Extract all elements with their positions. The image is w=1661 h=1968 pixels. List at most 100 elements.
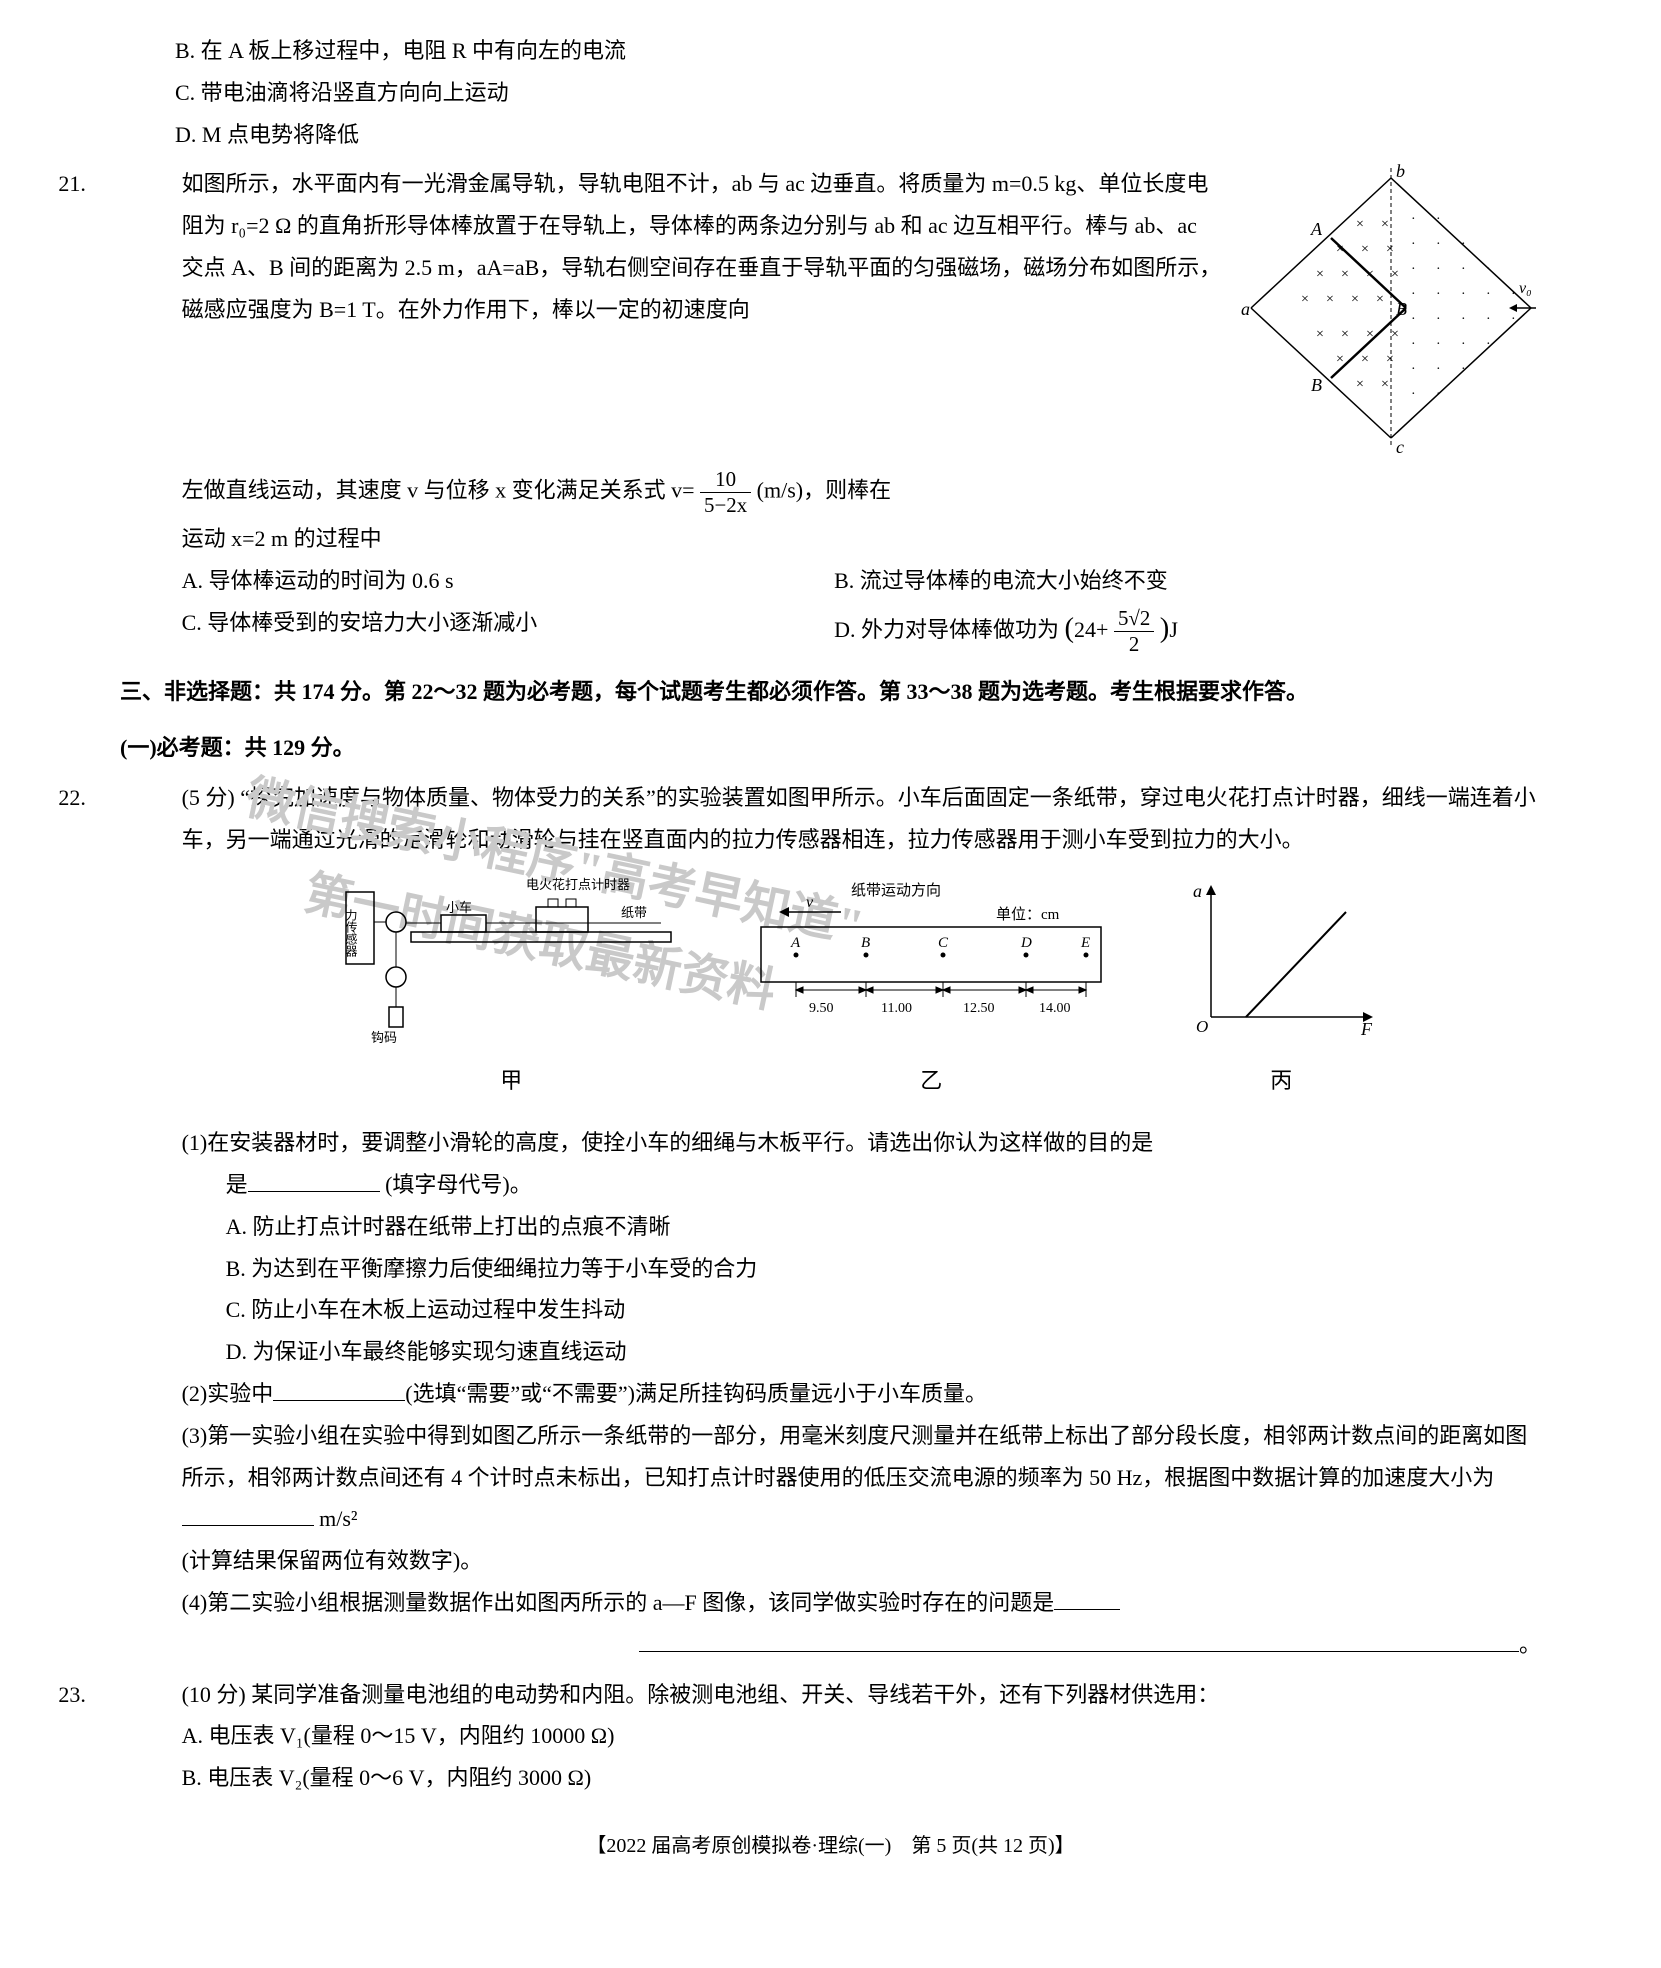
svg-text:·: ·	[1486, 262, 1491, 277]
svg-text:×: ×	[1326, 292, 1334, 307]
q20-option-d: D. M 点电势将降低	[120, 114, 1541, 156]
svg-text:×: ×	[1356, 377, 1364, 392]
svg-text:×: ×	[1336, 242, 1344, 257]
svg-text:×: ×	[1391, 327, 1399, 342]
q20-option-c: C. 带电油滴将沿竖直方向向上运动	[120, 72, 1541, 114]
svg-text:·: ·	[1436, 337, 1441, 352]
q22-sub1-blank[interactable]	[248, 1191, 380, 1192]
q21-number: 21.	[58, 163, 86, 205]
svg-text:·: ·	[1511, 287, 1516, 302]
svg-text:a: a	[1241, 299, 1250, 319]
q23-optA: A. 电压表 V₁(量程 0～15 V，内阻约 10000 Ω)	[182, 1715, 1541, 1757]
svg-text:×: ×	[1376, 292, 1384, 307]
section-3-header: 三、非选择题：共 174 分。第 22～32 题为必考题，每个试题考生都必须作答…	[120, 671, 1541, 713]
svg-text:B: B	[861, 935, 870, 951]
q22-figA-caption: 甲	[341, 1060, 681, 1102]
q22-sub4-blank[interactable]	[1054, 1609, 1120, 1610]
question-23: 23. (10 分) 某同学准备测量电池组的电动势和内阻。除被测电池组、开关、导…	[120, 1674, 1541, 1799]
svg-text:·: ·	[1461, 287, 1466, 302]
svg-text:·: ·	[1436, 287, 1441, 302]
q23-score: (10 分)	[182, 1682, 246, 1707]
svg-text:·: ·	[1511, 312, 1516, 327]
svg-text:O: O	[1196, 1017, 1208, 1036]
svg-text:a: a	[1193, 881, 1202, 901]
q22-intro: “探究加速度与物体质量、物体受力的关系”的实验装置如图甲所示。小车后面固定一条纸…	[182, 785, 1536, 852]
question-22: 22. (5 分) “探究加速度与物体质量、物体受力的关系”的实验装置如图甲所示…	[120, 777, 1541, 1666]
svg-text:·: ·	[1436, 262, 1441, 277]
q22-sub3-blank[interactable]	[182, 1525, 314, 1526]
q21-text1: 如图所示，水平面内有一光滑金属导轨，导轨电阻不计，ab 与 ac 边垂直。将质量…	[182, 171, 1222, 321]
q21-figure: ×××× ×××× ××× ×× ×××× ××× ×× ·· ··· ····…	[1241, 163, 1541, 467]
svg-text:·: ·	[1411, 237, 1416, 252]
q22-figC-caption: 丙	[1181, 1060, 1381, 1102]
svg-text:×: ×	[1316, 327, 1324, 342]
q23-intro: 某同学准备测量电池组的电动势和内阻。除被测电池组、开关、导线若干外，还有下列器材…	[251, 1682, 1219, 1707]
svg-text:×: ×	[1351, 292, 1359, 307]
q22-figure-b: 纸带运动方向 v 单位：cm A B C D E	[741, 877, 1121, 1103]
q21-option-b: B. 流过导体棒的电流大小始终不变	[834, 560, 1168, 602]
svg-text:纸带: 纸带	[621, 905, 647, 920]
q21-option-d: D. 外力对导体棒做功为 (24+ 5√2 2 )J	[834, 602, 1178, 658]
svg-text:·: ·	[1411, 212, 1416, 227]
svg-text:×: ×	[1301, 292, 1309, 307]
q22-score: (5 分)	[182, 785, 235, 810]
q22-sub1-answer-label: 是	[226, 1172, 248, 1197]
section-3-part1: (一)必考题：共 129 分。	[120, 727, 1541, 769]
q22-sub1: (1)在安装器材时，要调整小滑轮的高度，使拴小车的细绳与木板平行。请选出你认为这…	[182, 1122, 1541, 1206]
svg-text:·: ·	[1461, 262, 1466, 277]
svg-text:×: ×	[1336, 352, 1344, 367]
svg-text:·: ·	[1411, 287, 1416, 302]
svg-text:钩码: 钩码	[371, 1030, 397, 1045]
q22-number: 22.	[58, 777, 86, 819]
svg-text:·: ·	[1436, 212, 1441, 227]
svg-text:14.00: 14.00	[1039, 1001, 1071, 1016]
svg-text:B: B	[1311, 375, 1322, 395]
svg-text:小车: 小车	[446, 900, 472, 915]
q23-optB: B. 电压表 V₂(量程 0～6 V，内阻约 3000 Ω)	[182, 1757, 1541, 1799]
svg-text:9.50: 9.50	[809, 1001, 834, 1016]
svg-text:×: ×	[1381, 217, 1389, 232]
svg-text:12.50: 12.50	[963, 1001, 995, 1016]
q22-sub2: (2)实验中(选填“需要”或“不需要”)满足所挂钩码质量远小于小车质量。	[182, 1373, 1541, 1415]
q21-option-a: A. 导体棒运动的时间为 0.6 s	[182, 560, 835, 602]
svg-text:v: v	[806, 894, 814, 911]
svg-text:·: ·	[1411, 312, 1416, 327]
svg-text:单位：cm: 单位：cm	[996, 906, 1060, 923]
svg-text:×: ×	[1341, 327, 1349, 342]
svg-text:电火花打点计时器: 电火花打点计时器	[526, 877, 630, 892]
svg-text:·: ·	[1461, 237, 1466, 252]
svg-text:A: A	[1310, 219, 1323, 239]
q21-option-c: C. 导体棒受到的安培力大小逐渐减小	[182, 602, 835, 658]
svg-text:·: ·	[1411, 362, 1416, 377]
svg-text:E: E	[1080, 935, 1090, 951]
svg-text:F: F	[1360, 1019, 1373, 1039]
q21-text2b: (m/s)，则棒在	[757, 478, 891, 503]
svg-text:D: D	[1020, 935, 1032, 951]
svg-text:·: ·	[1461, 362, 1466, 377]
svg-text:c: c	[1396, 437, 1404, 453]
q22-sub4: (4)第二实验小组根据测量数据作出如图丙所示的 a—F 图像，该同学做实验时存在…	[182, 1582, 1541, 1666]
svg-text:·: ·	[1411, 262, 1416, 277]
q20-option-b: B. 在 A 板上移过程中，电阻 R 中有向左的电流	[120, 30, 1541, 72]
svg-text:力传感器: 力传感器	[344, 908, 358, 957]
svg-text:×: ×	[1341, 267, 1349, 282]
svg-text:·: ·	[1486, 287, 1491, 302]
svg-text:×: ×	[1391, 267, 1399, 282]
page-footer: 【2022 届高考原创模拟卷·理综(一) 第 5 页(共 12 页)】	[120, 1827, 1541, 1865]
svg-text:b: b	[1396, 163, 1405, 181]
svg-text:×: ×	[1366, 267, 1374, 282]
svg-text:×: ×	[1386, 242, 1394, 257]
svg-text:·: ·	[1411, 337, 1416, 352]
q22-sub2-blank[interactable]	[273, 1400, 405, 1401]
q21-text3: 运动 x=2 m 的过程中	[182, 518, 1541, 560]
q22-sub1-optC: C. 防止小车在木板上运动过程中发生抖动	[182, 1289, 1541, 1331]
svg-text:·: ·	[1436, 387, 1441, 402]
svg-text:×: ×	[1366, 327, 1374, 342]
svg-text:·: ·	[1461, 337, 1466, 352]
svg-text:v₀: v₀	[1519, 280, 1532, 297]
question-21: 21. 如图所示，水平面内有一光滑金属导轨，导轨电阻不计，ab 与 ac 边垂直…	[120, 163, 1541, 657]
svg-text:B: B	[1396, 299, 1407, 319]
svg-text:·: ·	[1486, 312, 1491, 327]
q21-fraction: 10 5−2x	[700, 467, 751, 518]
q21-text2a: 左做直线运动，其速度 v 与位移 x 变化满足关系式 v=	[182, 478, 695, 503]
